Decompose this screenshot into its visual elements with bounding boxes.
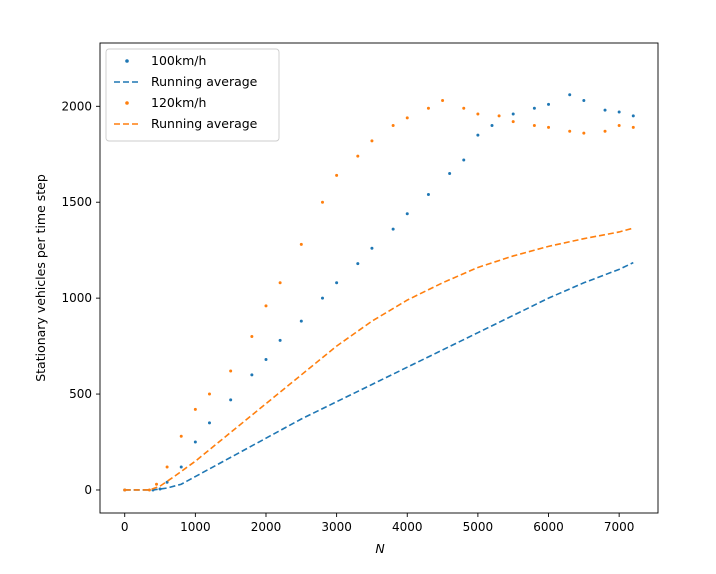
scatter-point-0-6 xyxy=(207,421,211,425)
plot-marks xyxy=(123,93,635,492)
scatter-point-2-3 xyxy=(165,465,169,469)
scatter-point-2-24 xyxy=(532,123,536,127)
scatter-point-2-14 xyxy=(356,154,360,158)
scatter-point-2-2 xyxy=(155,482,159,486)
legend: 100km/h Running average 120km/h Running ave… xyxy=(105,48,280,142)
scatter-point-2-15 xyxy=(370,139,374,143)
scatter-point-0-7 xyxy=(229,398,233,402)
series-scatter-0 xyxy=(123,93,635,492)
y-tick-label-3: 1500 xyxy=(61,195,92,209)
scatter-point-0-11 xyxy=(299,319,303,323)
scatter-point-2-29 xyxy=(617,123,621,127)
scatter-point-2-22 xyxy=(497,114,501,118)
scatter-point-0-23 xyxy=(511,112,515,116)
scatter-point-2-30 xyxy=(631,125,635,129)
scatter-point-0-5 xyxy=(193,440,197,444)
x-tick-label-3: 3000 xyxy=(321,520,352,534)
x-tick-label-1: 1000 xyxy=(180,520,211,534)
scatter-point-0-4 xyxy=(179,465,183,469)
scatter-point-2-12 xyxy=(320,200,324,204)
x-tick-label-6: 6000 xyxy=(533,520,564,534)
scatter-point-2-26 xyxy=(568,129,572,133)
scatter-point-0-22 xyxy=(490,123,494,127)
scatter-point-0-25 xyxy=(547,102,551,106)
legend-label-1: Running average xyxy=(151,74,258,89)
scatter-point-2-27 xyxy=(582,131,586,135)
series-line-1 xyxy=(124,261,634,491)
series-scatter-2 xyxy=(123,99,635,492)
scatter-point-0-29 xyxy=(617,110,621,114)
scatter-point-2-11 xyxy=(299,242,303,246)
scatter-point-0-9 xyxy=(264,358,268,362)
x-tick-label-5: 5000 xyxy=(463,520,494,534)
scatter-point-0-21 xyxy=(476,133,480,137)
scatter-point-2-5 xyxy=(193,407,197,411)
scatter-point-2-18 xyxy=(426,106,430,110)
scatter-point-2-6 xyxy=(207,392,211,396)
scatter-point-2-17 xyxy=(405,116,409,120)
x-tick-label-0: 0 xyxy=(121,520,129,534)
scatter-point-0-14 xyxy=(356,262,360,266)
scatter-point-2-4 xyxy=(179,434,183,438)
scatter-point-0-18 xyxy=(426,193,430,197)
scatter-point-0-28 xyxy=(603,108,607,112)
scatter-point-0-13 xyxy=(335,281,339,285)
scatter-point-2-16 xyxy=(391,123,395,127)
legend-marker-2 xyxy=(125,101,129,105)
plot-frame xyxy=(99,42,659,514)
y-tick-label-4: 2000 xyxy=(61,99,92,113)
scatter-point-0-30 xyxy=(631,114,635,118)
scatter-point-2-13 xyxy=(335,173,339,177)
scatter-point-0-20 xyxy=(462,158,466,162)
y-axis-label: Stationary vehicles per time step xyxy=(33,174,48,382)
scatter-point-2-19 xyxy=(441,99,445,103)
scatter-point-0-24 xyxy=(532,106,536,110)
scatter-point-2-8 xyxy=(250,335,254,339)
scatter-point-0-12 xyxy=(320,296,324,300)
scatter-point-2-25 xyxy=(547,125,551,129)
scatter-point-0-27 xyxy=(582,99,586,103)
scatter-point-2-20 xyxy=(462,106,466,110)
x-tick-label-7: 7000 xyxy=(604,520,635,534)
scatter-point-2-21 xyxy=(476,112,480,116)
x-tick-label-2: 2000 xyxy=(251,520,282,534)
scatter-point-0-17 xyxy=(405,212,409,216)
axes: 0 1000 2000 3000 4000 5000 6000 7000 0 500 1000 150… xyxy=(61,99,634,534)
scatter-point-0-16 xyxy=(391,227,395,231)
scatter-point-0-10 xyxy=(278,338,282,342)
legend-box xyxy=(105,48,280,142)
scatter-point-2-9 xyxy=(264,304,268,308)
legend-label-3: Running average xyxy=(151,116,258,131)
scatter-point-0-26 xyxy=(568,93,572,97)
y-tick-label-2: 1000 xyxy=(61,291,92,305)
scatter-point-0-15 xyxy=(370,246,374,250)
series-line-3 xyxy=(124,227,634,491)
legend-marker-0 xyxy=(125,59,129,63)
scatter-point-2-7 xyxy=(229,369,233,373)
scatter-point-2-23 xyxy=(511,120,515,124)
scatter-point-0-8 xyxy=(250,373,254,377)
legend-label-2: 120km/h xyxy=(151,95,206,110)
y-tick-label-1: 500 xyxy=(69,387,92,401)
scatter-point-2-10 xyxy=(278,281,282,285)
x-tick-label-4: 4000 xyxy=(392,520,423,534)
x-axis-label: N xyxy=(375,541,385,556)
legend-label-0: 100km/h xyxy=(151,53,206,68)
scatter-point-0-19 xyxy=(448,171,452,175)
y-tick-label-0: 0 xyxy=(84,483,92,497)
scatter-point-2-28 xyxy=(603,129,607,133)
